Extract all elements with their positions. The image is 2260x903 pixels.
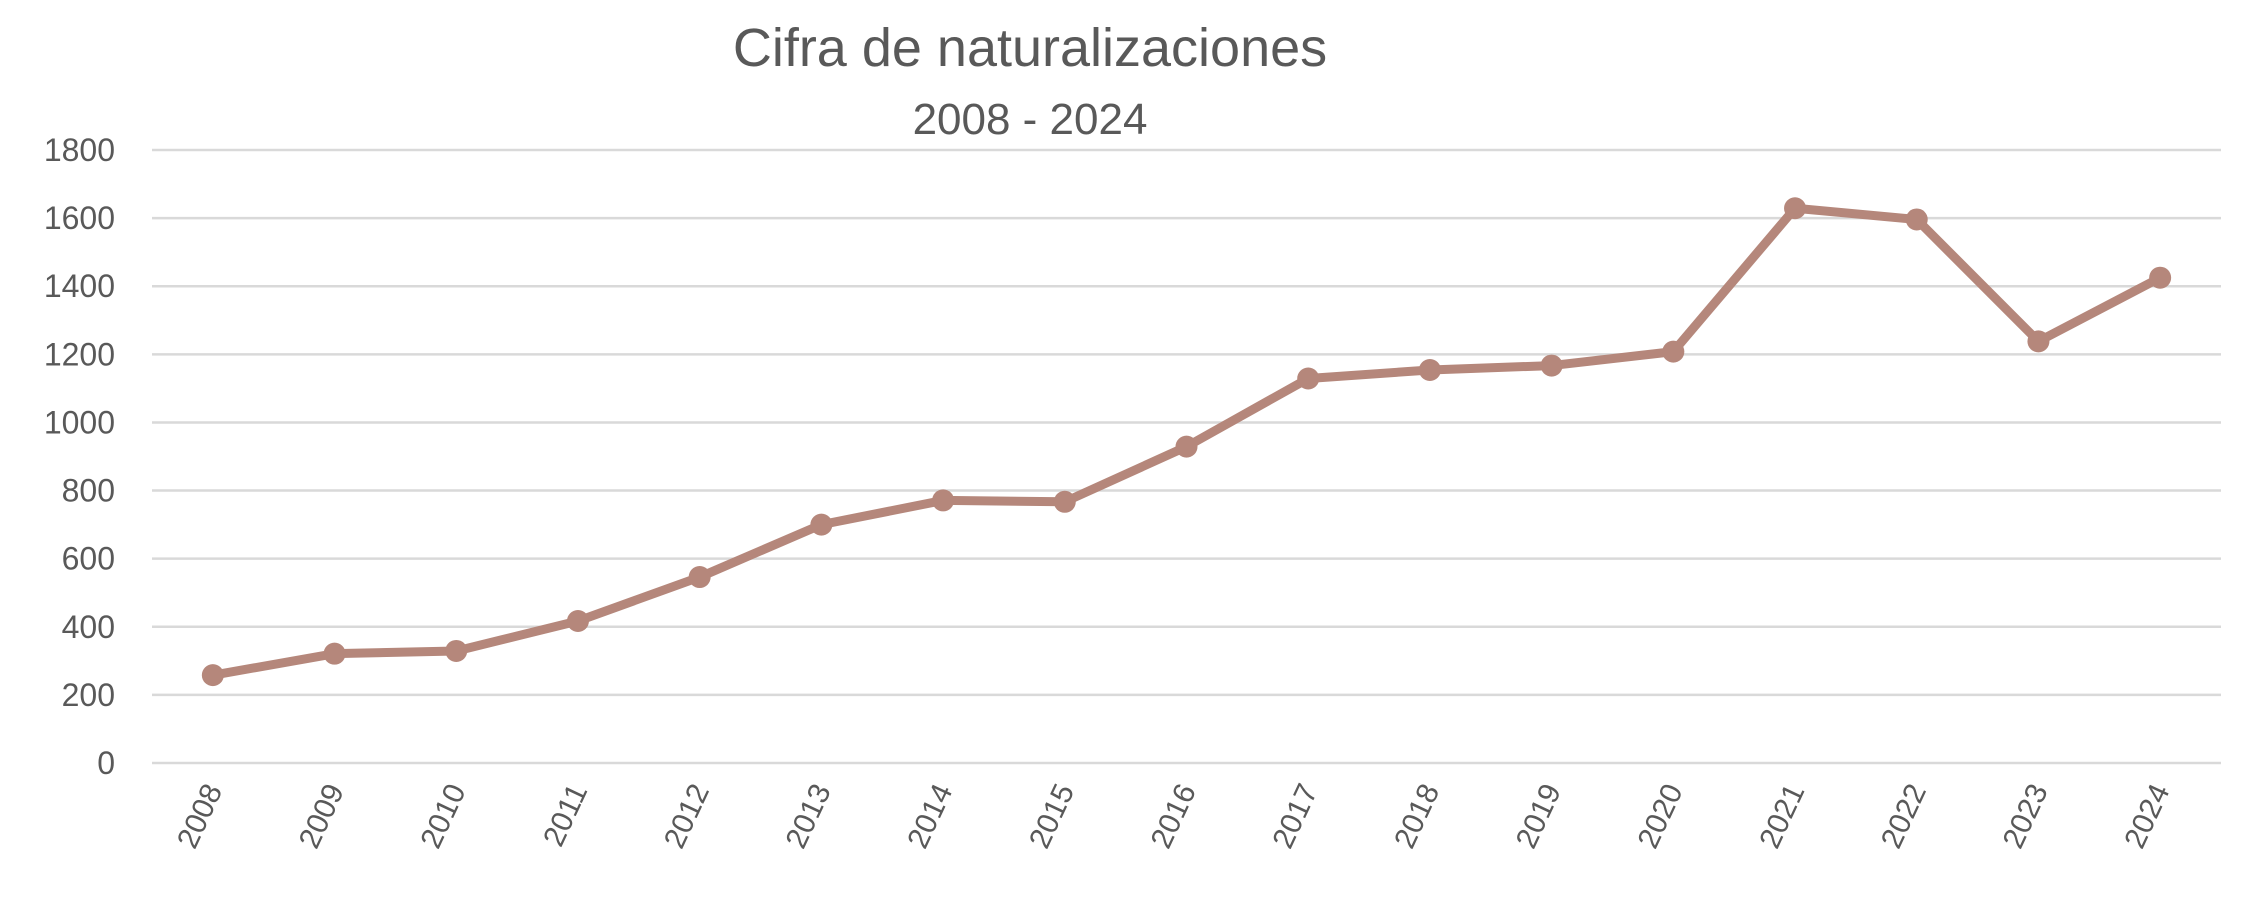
x-tick-label: 2015 — [1023, 779, 1081, 853]
x-tick-label: 2011 — [537, 779, 594, 851]
x-tick-label: 2023 — [1997, 779, 2055, 853]
x-tick-label: 2024 — [2118, 779, 2176, 853]
data-point-2016 — [1175, 435, 1198, 458]
y-tick-label: 600 — [62, 541, 115, 577]
x-tick-label: 2019 — [1510, 779, 1568, 853]
data-point-2013 — [810, 513, 833, 536]
y-tick-label: 1600 — [44, 200, 115, 236]
gridlines — [152, 148, 2221, 765]
x-tick-label: 2014 — [901, 779, 959, 853]
data-point-2018 — [1418, 358, 1441, 381]
data-point-2019 — [1540, 354, 1563, 377]
x-tick-label: 2013 — [780, 779, 838, 853]
y-tick-label: 1800 — [44, 132, 115, 168]
data-point-2011 — [566, 609, 589, 632]
x-tick-label: 2012 — [658, 779, 716, 853]
data-point-2008 — [201, 664, 224, 687]
y-tick-label: 400 — [62, 609, 115, 645]
x-tick-label: 2010 — [414, 779, 472, 853]
x-axis-tick-labels: 2008 2009 2010 2011 2012 2013 2014 2015 2016 2017… — [171, 779, 2176, 853]
chart-subtitle: 2008 - 2024 — [913, 95, 1148, 144]
data-point-2014 — [932, 489, 955, 512]
data-point-2022 — [1905, 208, 1928, 231]
data-point-2009 — [323, 642, 346, 665]
y-tick-label: 1400 — [44, 268, 115, 304]
x-tick-label: 2016 — [1145, 779, 1203, 853]
data-point-2010 — [445, 639, 468, 662]
data-point-2012 — [688, 566, 711, 589]
x-tick-label: 2017 — [1266, 779, 1324, 853]
x-tick-label: 2022 — [1875, 779, 1933, 853]
y-axis-tick-labels: 0 200 400 600 800 1000 1200 1400 1600 1800 — [44, 132, 115, 781]
series-line — [201, 197, 2172, 687]
x-tick-label: 2021 — [1753, 779, 1811, 853]
data-point-2017 — [1297, 367, 1320, 390]
data-point-2020 — [1662, 340, 1685, 363]
chart-title: Cifra de naturalizaciones — [733, 18, 1327, 78]
data-point-2024 — [2149, 266, 2172, 289]
y-tick-label: 200 — [62, 677, 115, 713]
x-tick-label: 2008 — [171, 779, 229, 853]
y-tick-label: 1200 — [44, 336, 115, 372]
x-tick-label: 2009 — [293, 779, 351, 853]
data-point-2015 — [1053, 490, 1076, 513]
data-point-2023 — [2027, 330, 2050, 353]
x-tick-label: 2018 — [1388, 779, 1446, 853]
data-point-2021 — [1784, 197, 1807, 220]
y-tick-label: 800 — [62, 473, 115, 509]
x-tick-label: 2020 — [1632, 779, 1690, 853]
y-tick-label: 1000 — [44, 404, 115, 440]
y-tick-label: 0 — [97, 745, 115, 781]
